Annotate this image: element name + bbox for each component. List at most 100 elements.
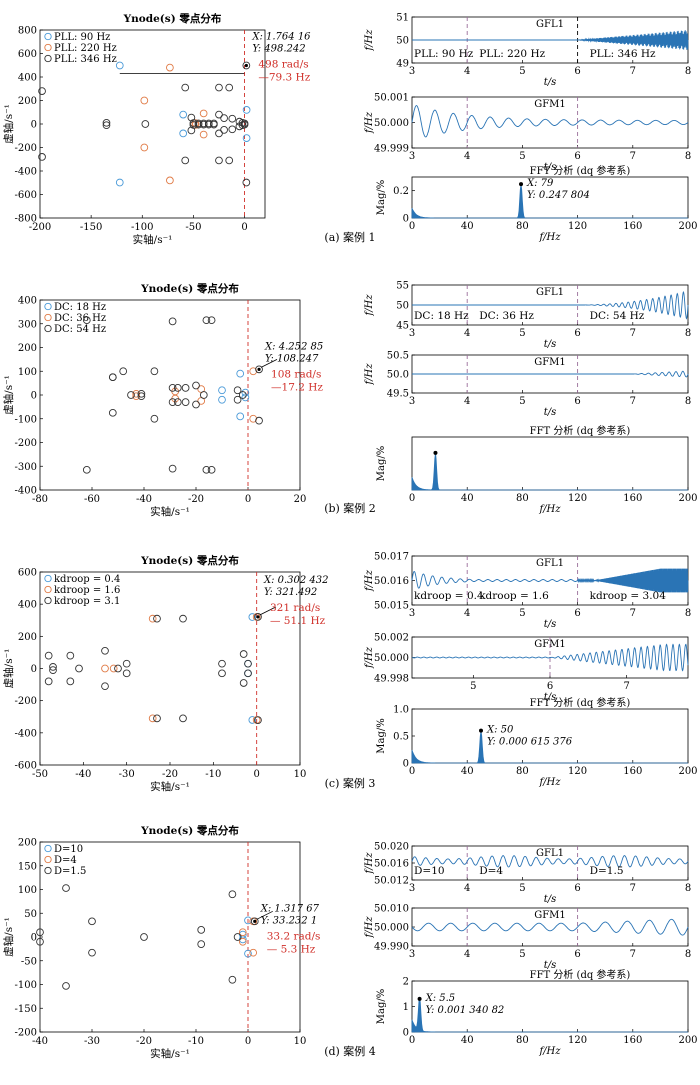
y-tick-label: 0 xyxy=(31,664,37,675)
gfm-xlabel: t/s xyxy=(544,960,557,971)
x-tick-label: 0 xyxy=(253,769,259,780)
zero-point xyxy=(218,395,226,404)
zero-point xyxy=(44,677,53,686)
gfm-y-tick-label: 49.999 xyxy=(374,144,409,155)
fft-x-tick-label: 80 xyxy=(516,766,529,777)
legend-label: D=10 xyxy=(54,844,83,855)
annot-x: X: 0.302 432 xyxy=(263,575,329,586)
gfl-x-tick-label: 6 xyxy=(574,608,580,619)
y-tick-label: -100 xyxy=(15,414,37,425)
fft-x-tick-label: 120 xyxy=(568,1035,587,1046)
annot-y: Y: 498.242 xyxy=(252,43,305,54)
x-tick-label: 10 xyxy=(294,1036,307,1047)
zero-point xyxy=(220,126,228,134)
fft-spectrum xyxy=(411,184,688,219)
gfl-x-tick-label: 8 xyxy=(685,608,691,619)
zero-point xyxy=(248,716,257,724)
x-tick-label: -30 xyxy=(119,769,135,780)
fft-peak-marker xyxy=(519,182,524,187)
zero-point xyxy=(249,414,258,423)
fft-x-tick-label: 0 xyxy=(409,221,415,232)
zero-point xyxy=(225,83,234,92)
fft-y-tick-label: 0 xyxy=(403,759,409,770)
zero-point xyxy=(233,395,242,404)
case-caption: (a) 案例 1 xyxy=(324,230,375,244)
zero-point xyxy=(179,614,187,623)
zero-point xyxy=(140,143,149,152)
gfl-y-tick-label: 50.016 xyxy=(374,576,409,587)
legend-label: DC: 18 Hz xyxy=(54,302,106,313)
zero-point xyxy=(215,129,223,138)
zero-point xyxy=(119,367,128,376)
fft-peak-marker xyxy=(417,996,422,1001)
zero-point xyxy=(102,118,111,127)
legend-marker xyxy=(44,324,52,333)
gfl-ylabel: f/Hz xyxy=(364,852,375,875)
gfm-x-tick-label: 8 xyxy=(685,396,691,407)
zero-point xyxy=(233,386,242,395)
gfm-x-tick-label: 8 xyxy=(685,151,691,162)
scatter-ylabel: 虚轴/s⁻¹ xyxy=(2,375,15,415)
zero-point xyxy=(168,464,177,473)
gfl-y-tick-label: 55 xyxy=(396,281,409,292)
zero-point xyxy=(236,412,245,421)
legend-marker xyxy=(44,866,52,875)
fft-x-tick-label: 40 xyxy=(461,493,474,504)
zero-point xyxy=(187,126,196,135)
y-tick-label: 400 xyxy=(18,73,37,84)
gfl-xlabel: t/s xyxy=(544,894,557,905)
zero-point xyxy=(137,389,146,398)
zero-point xyxy=(38,87,46,95)
fft-x-tick-label: 200 xyxy=(678,493,697,504)
fft-xlabel: f/Hz xyxy=(538,1046,561,1057)
gfm-y-tick-label: 49.990 xyxy=(374,942,409,953)
zero-point xyxy=(228,114,237,123)
zero-point xyxy=(66,677,75,686)
gfl-x-tick-label: 3 xyxy=(409,883,415,894)
gfm-y-tick-label: 50.001 xyxy=(374,93,409,104)
x-tick-label: -10 xyxy=(205,769,221,780)
zero-point xyxy=(215,110,223,119)
zero-point xyxy=(238,937,247,946)
zero-point xyxy=(153,714,161,723)
zero-point xyxy=(181,398,190,406)
fft-x-tick-label: 0 xyxy=(409,766,415,777)
gfl-x-tick-label: 6 xyxy=(574,883,580,894)
zero-point xyxy=(141,120,150,128)
gfl-segment-label: PLL: 346 Hz xyxy=(590,48,656,60)
gfm-title: GFM1 xyxy=(534,910,566,921)
zero-point xyxy=(44,651,53,660)
y-tick-label: 150 xyxy=(18,861,37,872)
gfl-segment-label: PLL: 90 Hz xyxy=(414,48,474,60)
zero-point xyxy=(168,384,177,392)
gfl-y-tick-label: 50.017 xyxy=(374,552,409,563)
gfl-title: GFL1 xyxy=(536,558,564,569)
x-tick-label: -40 xyxy=(75,769,91,780)
y-tick-label: 400 xyxy=(18,600,37,611)
gfl-x-tick-label: 4 xyxy=(464,883,470,894)
y-tick-label: 100 xyxy=(18,885,37,896)
x-tick-label: -10 xyxy=(188,1036,204,1047)
fft-x-tick-label: 160 xyxy=(623,493,642,504)
gfm-x-tick-label: 6 xyxy=(574,151,580,162)
y-tick-label: -800 xyxy=(15,214,37,225)
gfm-y-tick-label: 50.000 xyxy=(374,923,409,934)
gfm-x-tick-label: 7 xyxy=(623,681,629,692)
zero-point xyxy=(82,316,91,325)
gfm-y-tick-label: 50.002 xyxy=(374,633,409,644)
y-tick-label: -100 xyxy=(15,980,37,991)
fft-x-tick-label: 200 xyxy=(678,766,697,777)
zero-point xyxy=(207,316,216,325)
y-tick-label: -200 xyxy=(15,696,37,707)
gfl-x-tick-label: 3 xyxy=(409,328,415,339)
gfl-x-tick-label: 4 xyxy=(464,608,470,619)
x-tick-label: 20 xyxy=(294,494,307,505)
fft-x-tick-label: 160 xyxy=(623,221,642,232)
gfl-y-tick-label: 45 xyxy=(396,321,409,332)
zero-point xyxy=(62,982,70,990)
gfl-signal-line xyxy=(412,291,689,320)
x-tick-label: -40 xyxy=(32,1036,48,1047)
y-tick-label: 400 xyxy=(18,296,37,307)
zero-point xyxy=(102,121,111,130)
fft-annot-x: X: 50 xyxy=(486,725,514,736)
